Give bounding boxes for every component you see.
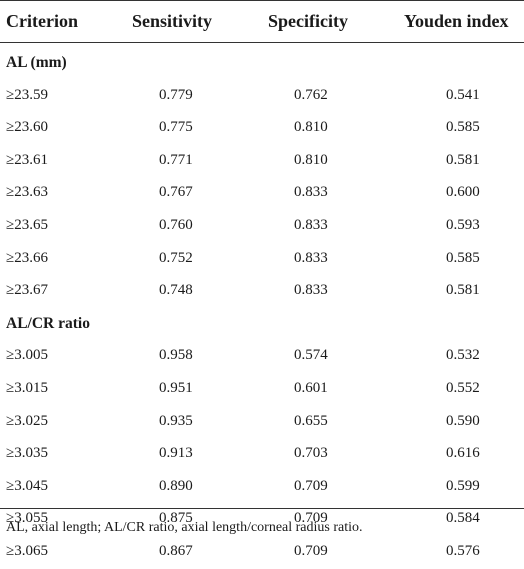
table-row: ≥23.63 0.767 0.833 0.600 xyxy=(0,177,524,210)
cell-youden: 0.593 xyxy=(446,216,480,233)
cell-specificity: 0.703 xyxy=(294,445,328,462)
cell-specificity: 0.709 xyxy=(294,510,328,527)
table-row: ≥3.025 0.935 0.655 0.590 xyxy=(0,406,524,439)
cell-sensitivity: 0.875 xyxy=(159,510,193,527)
cell-sensitivity: 0.771 xyxy=(159,151,193,168)
table-header-rule xyxy=(0,42,524,43)
header-sensitivity: Sensitivity xyxy=(132,11,213,31)
cell-criterion: ≥3.005 xyxy=(6,347,48,364)
section-label: AL (mm) xyxy=(6,54,67,71)
cell-specificity: 0.655 xyxy=(294,412,328,429)
table-row: ≥3.015 0.951 0.601 0.552 xyxy=(0,373,524,406)
cell-criterion: ≥3.035 xyxy=(6,445,48,462)
cell-criterion: ≥23.60 xyxy=(6,119,48,136)
cell-criterion: ≥3.055 xyxy=(6,510,48,527)
cell-sensitivity: 0.913 xyxy=(159,445,193,462)
section-row-al: AL (mm) xyxy=(0,47,524,80)
table-row: ≥23.65 0.760 0.833 0.593 xyxy=(0,210,524,243)
cell-specificity: 0.709 xyxy=(294,542,328,559)
table-row: ≥3.005 0.958 0.574 0.532 xyxy=(0,340,524,373)
cell-criterion: ≥23.59 xyxy=(6,86,48,103)
section-row-al-cr-ratio: AL/CR ratio xyxy=(0,308,524,341)
cell-criterion: ≥3.025 xyxy=(6,412,48,429)
cell-specificity: 0.833 xyxy=(294,216,328,233)
table-header-row: Criterion Sensitivity Specificity Youden… xyxy=(0,0,524,42)
cell-criterion: ≥23.66 xyxy=(6,249,48,266)
cell-criterion: ≥23.63 xyxy=(6,184,48,201)
header-youden-index: Youden index xyxy=(404,11,509,31)
cell-sensitivity: 0.890 xyxy=(159,477,193,494)
table-row: ≥23.59 0.779 0.762 0.541 xyxy=(0,80,524,113)
cell-youden: 0.585 xyxy=(446,249,480,266)
cell-youden: 0.590 xyxy=(446,412,480,429)
cell-sensitivity: 0.775 xyxy=(159,119,193,136)
table-row: ≥3.055 0.875 0.709 0.584 xyxy=(0,503,524,536)
table-top-rule xyxy=(0,0,524,1)
cell-specificity: 0.810 xyxy=(294,119,328,136)
table-row: ≥23.66 0.752 0.833 0.585 xyxy=(0,243,524,276)
cell-sensitivity: 0.760 xyxy=(159,216,193,233)
cell-youden: 0.584 xyxy=(446,510,480,527)
cell-sensitivity: 0.779 xyxy=(159,86,193,103)
cell-sensitivity: 0.958 xyxy=(159,347,193,364)
table-row: ≥23.61 0.771 0.810 0.581 xyxy=(0,145,524,178)
cell-specificity: 0.709 xyxy=(294,477,328,494)
cell-youden: 0.532 xyxy=(446,347,480,364)
cell-youden: 0.541 xyxy=(446,86,480,103)
section-label: AL/CR ratio xyxy=(6,314,90,332)
cell-youden: 0.600 xyxy=(446,184,480,201)
cell-youden: 0.552 xyxy=(446,379,480,396)
cell-specificity: 0.833 xyxy=(294,282,328,299)
cell-youden: 0.616 xyxy=(446,445,480,462)
cell-specificity: 0.574 xyxy=(294,347,328,364)
cell-criterion: ≥3.045 xyxy=(6,477,48,494)
cell-youden: 0.576 xyxy=(446,542,480,559)
header-criterion: Criterion xyxy=(6,11,78,31)
cell-criterion: ≥3.065 xyxy=(6,542,48,559)
cell-specificity: 0.601 xyxy=(294,379,328,396)
table-row: ≥3.035 0.913 0.703 0.616 xyxy=(0,438,524,471)
cell-criterion: ≥23.61 xyxy=(6,151,48,168)
cell-sensitivity: 0.748 xyxy=(159,282,193,299)
cell-criterion: ≥23.67 xyxy=(6,282,48,299)
cell-youden: 0.599 xyxy=(446,477,480,494)
table-row: ≥3.065 0.867 0.709 0.576 xyxy=(0,536,524,569)
cell-sensitivity: 0.935 xyxy=(159,412,193,429)
cell-specificity: 0.762 xyxy=(294,86,328,103)
cell-criterion: ≥23.65 xyxy=(6,216,48,233)
cell-specificity: 0.833 xyxy=(294,249,328,266)
table-row: ≥3.045 0.890 0.709 0.599 xyxy=(0,471,524,504)
cell-youden: 0.581 xyxy=(446,282,480,299)
table-body: AL (mm) ≥23.59 0.779 0.762 0.541 ≥23.60 … xyxy=(0,47,524,569)
cell-sensitivity: 0.767 xyxy=(159,184,193,201)
cell-specificity: 0.810 xyxy=(294,151,328,168)
table-row: ≥23.60 0.775 0.810 0.585 xyxy=(0,112,524,145)
cell-sensitivity: 0.951 xyxy=(159,379,193,396)
cell-youden: 0.585 xyxy=(446,119,480,136)
table-row: ≥23.67 0.748 0.833 0.581 xyxy=(0,275,524,308)
cell-sensitivity: 0.867 xyxy=(159,542,193,559)
cell-specificity: 0.833 xyxy=(294,184,328,201)
header-specificity: Specificity xyxy=(268,11,348,31)
cell-sensitivity: 0.752 xyxy=(159,249,193,266)
table-bottom-rule xyxy=(0,508,524,509)
cell-criterion: ≥3.015 xyxy=(6,379,48,396)
table-footnote: AL, axial length; AL/CR ratio, axial len… xyxy=(6,520,363,535)
cell-youden: 0.581 xyxy=(446,151,480,168)
